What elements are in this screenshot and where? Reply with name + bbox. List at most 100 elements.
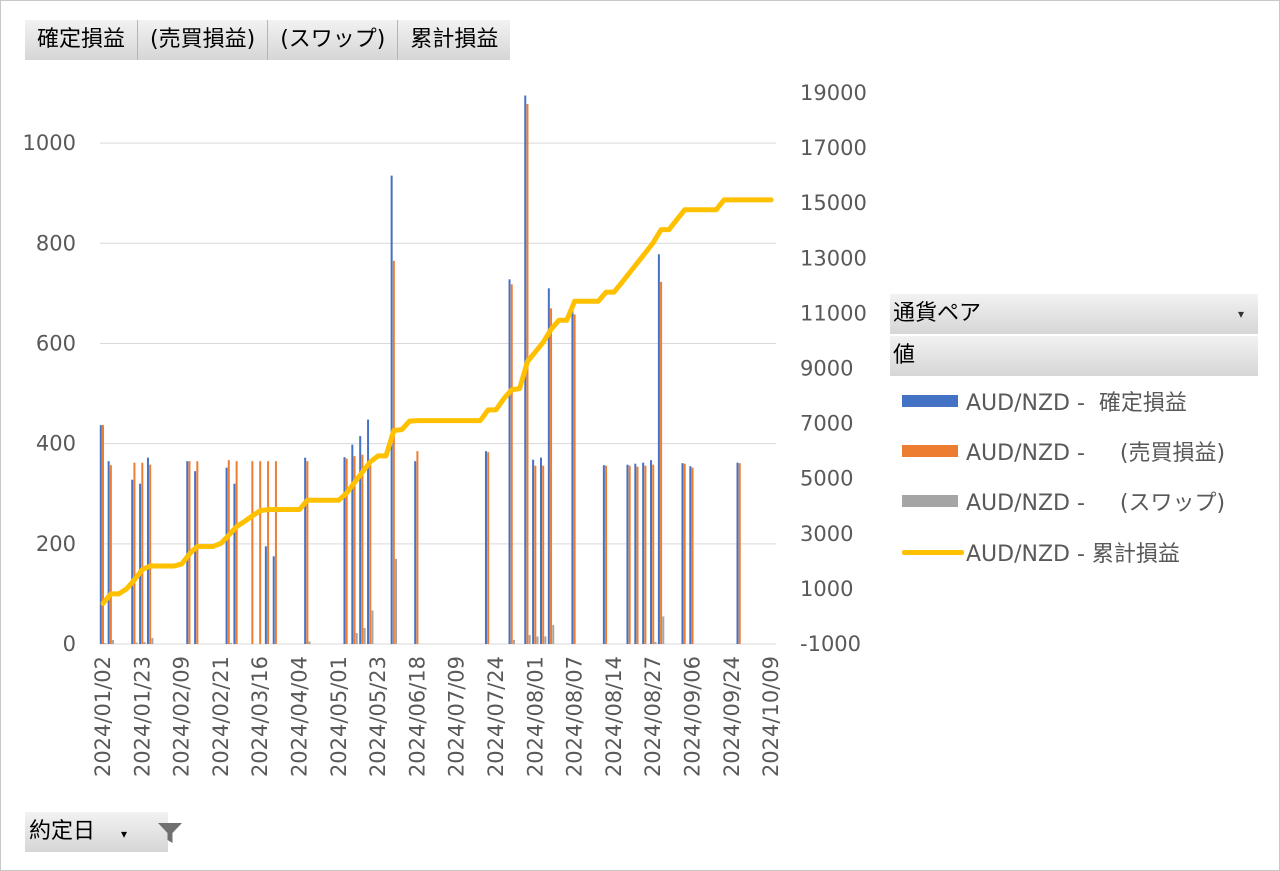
bar [738, 463, 741, 644]
bar [233, 483, 236, 644]
bar [602, 465, 605, 644]
y-left-tick-label: 400 [36, 432, 76, 456]
field-button-trading-pnl[interactable]: (売買損益) [138, 20, 269, 60]
bar [267, 461, 270, 644]
bar [605, 465, 608, 644]
bar [539, 457, 542, 644]
bar [139, 483, 142, 644]
bar [628, 465, 631, 644]
value-field-buttons: 確定損益 (売買損益) (スワップ) 累計損益 [25, 20, 511, 60]
bar [363, 627, 366, 644]
x-tick-label: 2024/08/14 [602, 656, 626, 777]
bar [112, 639, 115, 644]
bar [683, 463, 686, 644]
bar [652, 464, 655, 644]
bar [274, 461, 277, 644]
bar [259, 461, 262, 644]
y-right-tick-label: 9000 [800, 357, 853, 381]
legend-item-cumulative-pnl[interactable]: AUD/NZD - 累計損益 [902, 532, 1180, 572]
dropdown-arrow-icon[interactable]: ▾ [1237, 307, 1244, 321]
filter-funnel-icon [158, 823, 182, 843]
bar [691, 467, 694, 644]
bar [351, 444, 354, 644]
bar [636, 466, 639, 644]
dropdown-arrow-icon[interactable]: ▾ [121, 827, 128, 841]
bar [146, 457, 149, 644]
bar [107, 461, 110, 644]
bar [371, 610, 374, 644]
x-tick-label: 2024/02/21 [209, 656, 233, 777]
x-tick-label: 2024/06/18 [405, 656, 429, 777]
field-button-realized-pnl[interactable]: 確定損益 [25, 20, 139, 60]
bar [650, 460, 653, 644]
bar [308, 641, 311, 644]
bar [657, 254, 660, 644]
trade-date-filter-button[interactable]: 約定日 ▾ [25, 812, 182, 852]
y-left-tick-label: 0 [63, 632, 76, 656]
bar [104, 642, 107, 644]
bar [534, 465, 537, 644]
x-tick-label: 2024/07/09 [445, 656, 469, 777]
field-button-swap[interactable]: (スワップ) [268, 20, 399, 60]
bar [571, 304, 574, 644]
bar [141, 462, 144, 644]
bar [251, 461, 254, 644]
bar [196, 461, 199, 644]
x-tick-label: 2024/01/02 [91, 656, 115, 777]
bar [736, 462, 739, 644]
bar [573, 314, 576, 644]
bar [660, 281, 663, 644]
currency-pair-label: 通貨ペア [893, 301, 982, 326]
bar [102, 425, 104, 644]
y-right-tick-label: 11000 [800, 301, 867, 325]
bar [552, 624, 555, 644]
bar [143, 641, 146, 644]
bar [416, 451, 419, 644]
legend-label: AUD/NZD - 確定損益 [966, 391, 1187, 416]
field-button-cumulative-pnl[interactable]: 累計損益 [398, 20, 511, 60]
legend-item-realized-pnl[interactable]: AUD/NZD - 確定損益 [902, 381, 1187, 421]
bar [353, 456, 356, 644]
x-tick-label: 2024/07/24 [484, 656, 508, 777]
legend-label: AUD/NZD - 累計損益 [966, 542, 1180, 567]
bar [359, 436, 362, 644]
x-tick-label: 2024/09/24 [720, 656, 744, 777]
bar [390, 175, 393, 644]
bar [133, 462, 136, 644]
x-tick-label: 2024/02/09 [170, 656, 194, 777]
x-tick-label: 2024/10/09 [759, 656, 783, 777]
bar [304, 457, 307, 644]
bar [634, 463, 637, 644]
bar [528, 634, 531, 644]
bar [343, 457, 346, 644]
bar [414, 461, 417, 644]
y-right-tick-label: 19000 [800, 81, 867, 105]
bar [392, 260, 395, 644]
legend-label: AUD/NZD - (スワップ) [966, 491, 1226, 516]
y-right-tick-label: 5000 [800, 467, 853, 491]
bar [689, 466, 692, 644]
bar [526, 104, 529, 644]
y-right-tick-label: 1000 [800, 577, 853, 601]
currency-pair-field-button[interactable]: 通貨ペア ▾ [890, 294, 1258, 334]
bar [131, 479, 134, 644]
bar [361, 454, 364, 644]
y-left-tick-label: 600 [36, 331, 76, 355]
bar [225, 467, 228, 644]
trade-date-label: 約定日 [29, 819, 96, 844]
bar [355, 632, 358, 644]
bar [654, 641, 657, 644]
x-tick-label: 2024/09/06 [681, 656, 705, 777]
bar [229, 642, 232, 644]
legend-item-trading-pnl[interactable]: AUD/NZD - (売買損益) [902, 431, 1225, 471]
bar [151, 637, 154, 644]
legend-item-swap[interactable]: AUD/NZD - (スワップ) [902, 481, 1225, 521]
bar [369, 463, 372, 644]
bar [186, 461, 189, 644]
legend-swatch-blue [902, 395, 958, 407]
y-right-tick-label: 17000 [800, 136, 867, 160]
x-tick-label: 2024/08/07 [563, 656, 587, 777]
bar [532, 459, 535, 644]
y-right-tick-label: 13000 [800, 246, 867, 270]
